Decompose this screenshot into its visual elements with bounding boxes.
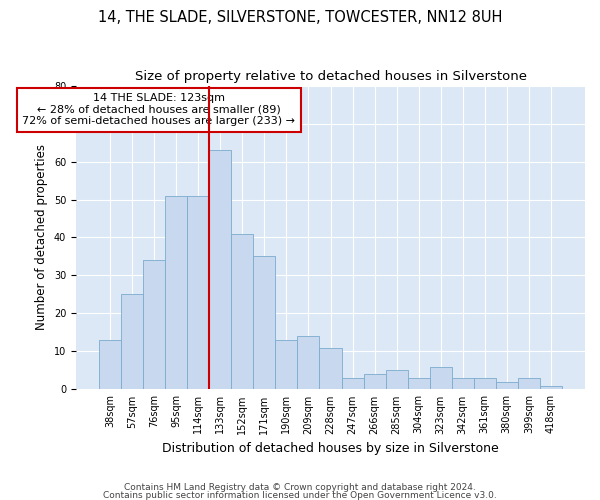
Bar bbox=[474, 378, 496, 390]
Bar bbox=[518, 378, 540, 390]
Text: 14 THE SLADE: 123sqm
← 28% of detached houses are smaller (89)
72% of semi-detac: 14 THE SLADE: 123sqm ← 28% of detached h… bbox=[22, 93, 295, 126]
Bar bbox=[407, 378, 430, 390]
Bar bbox=[364, 374, 386, 390]
Bar bbox=[430, 366, 452, 390]
Title: Size of property relative to detached houses in Silverstone: Size of property relative to detached ho… bbox=[134, 70, 527, 83]
Bar bbox=[386, 370, 407, 390]
Bar bbox=[187, 196, 209, 390]
Bar bbox=[121, 294, 143, 390]
Bar bbox=[165, 196, 187, 390]
Text: Contains public sector information licensed under the Open Government Licence v3: Contains public sector information licen… bbox=[103, 490, 497, 500]
Bar bbox=[319, 348, 341, 390]
Y-axis label: Number of detached properties: Number of detached properties bbox=[35, 144, 49, 330]
Bar bbox=[275, 340, 298, 390]
Bar bbox=[143, 260, 165, 390]
Text: Contains HM Land Registry data © Crown copyright and database right 2024.: Contains HM Land Registry data © Crown c… bbox=[124, 484, 476, 492]
Bar bbox=[253, 256, 275, 390]
X-axis label: Distribution of detached houses by size in Silverstone: Distribution of detached houses by size … bbox=[162, 442, 499, 455]
Bar bbox=[452, 378, 474, 390]
Bar bbox=[540, 386, 562, 390]
Bar bbox=[298, 336, 319, 390]
Bar bbox=[232, 234, 253, 390]
Bar bbox=[209, 150, 232, 390]
Bar bbox=[341, 378, 364, 390]
Bar bbox=[496, 382, 518, 390]
Bar bbox=[99, 340, 121, 390]
Text: 14, THE SLADE, SILVERSTONE, TOWCESTER, NN12 8UH: 14, THE SLADE, SILVERSTONE, TOWCESTER, N… bbox=[98, 10, 502, 25]
